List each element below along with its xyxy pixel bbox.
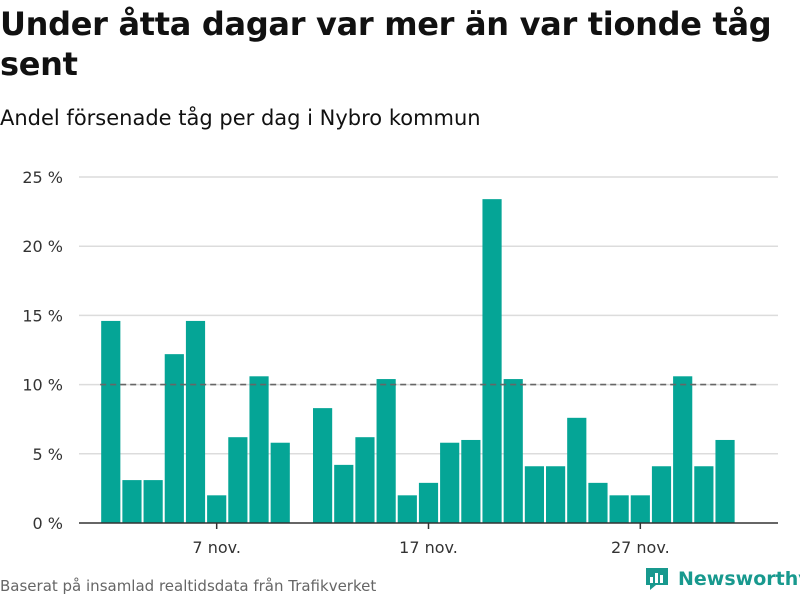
bar bbox=[694, 466, 714, 523]
newsworthy-logo-text: Newsworthy bbox=[678, 568, 800, 590]
bar bbox=[143, 480, 163, 523]
bar bbox=[524, 466, 544, 523]
bar bbox=[673, 376, 693, 523]
bar bbox=[461, 439, 481, 523]
newsworthy-logo-icon bbox=[646, 568, 668, 590]
bar bbox=[334, 464, 354, 523]
bar bbox=[207, 495, 227, 523]
bar bbox=[418, 482, 439, 523]
bar bbox=[651, 466, 672, 523]
bar bbox=[228, 437, 248, 523]
y-tick-label: 20 % bbox=[22, 237, 63, 256]
bar bbox=[397, 495, 417, 523]
x-tick-label: 27 nov. bbox=[611, 538, 670, 557]
bar bbox=[567, 417, 587, 523]
x-tick-label: 17 nov. bbox=[399, 538, 458, 557]
bar bbox=[249, 376, 269, 523]
bar bbox=[164, 354, 184, 523]
bar bbox=[376, 379, 396, 523]
bar bbox=[482, 199, 502, 524]
bar bbox=[185, 320, 206, 523]
chart-subtitle: Andel försenade tåg per dag i Nybro komm… bbox=[0, 106, 481, 130]
y-tick-label: 0 % bbox=[33, 514, 63, 533]
y-tick-label: 25 % bbox=[22, 168, 63, 187]
bar bbox=[122, 480, 142, 523]
bar bbox=[630, 495, 650, 523]
source-note: Baserat på insamlad realtidsdata från Tr… bbox=[0, 577, 377, 595]
bar bbox=[355, 437, 375, 523]
y-tick-label: 10 % bbox=[22, 376, 63, 395]
bar bbox=[588, 482, 608, 523]
bar bbox=[609, 495, 629, 523]
bar bbox=[546, 466, 566, 523]
y-tick-label: 15 % bbox=[22, 306, 63, 325]
bar bbox=[270, 442, 290, 523]
y-tick-label: 5 % bbox=[33, 445, 63, 464]
chart-title: Under åtta dagar var mer än var tionde t… bbox=[0, 5, 772, 83]
newsworthy-logo: Newsworthy bbox=[644, 566, 800, 592]
bar bbox=[101, 320, 121, 523]
bar bbox=[313, 408, 333, 523]
bar bbox=[440, 442, 460, 523]
bar bbox=[715, 439, 735, 523]
bar-chart: 0 % 5 % 10 % 15 % 20 % 25 % 7 nov. 17 nov. 27 no… bbox=[22, 168, 778, 557]
bar bbox=[503, 379, 523, 523]
x-tick-label: 7 nov. bbox=[192, 538, 241, 557]
